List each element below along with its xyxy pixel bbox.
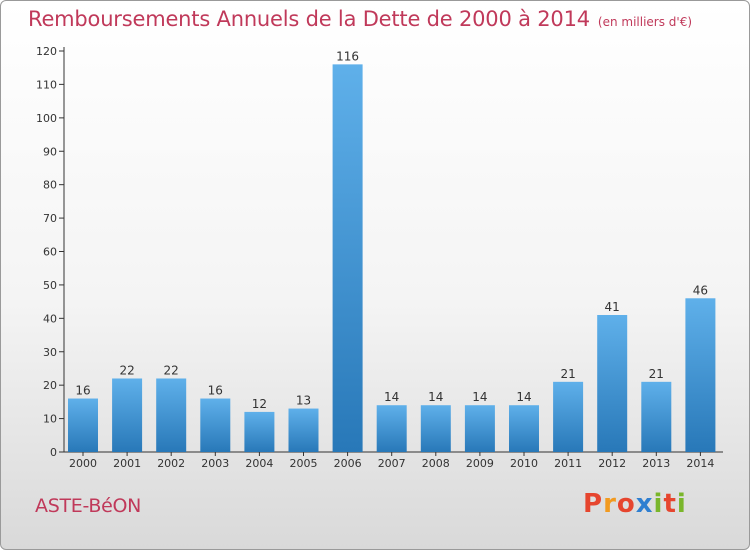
labels: 16 2000 22 2001 22 2002 16 2003 12 2004 13 2005 116 2…	[69, 49, 714, 470]
y-tick-label: 50	[43, 279, 57, 292]
bar	[376, 405, 407, 452]
data-label: 21	[649, 367, 664, 381]
x-tick-label: 2000	[69, 457, 97, 470]
data-label: 22	[119, 363, 134, 377]
y-tick-label: 10	[43, 413, 57, 426]
data-label: 14	[516, 390, 531, 404]
bar	[641, 381, 672, 452]
data-label: 14	[384, 390, 399, 404]
data-label: 21	[560, 367, 575, 381]
x-tick-label: 2008	[422, 457, 450, 470]
chart-subtitle: (en milliers d'€)	[597, 15, 693, 29]
y-tick-label: 100	[36, 112, 57, 125]
logo-letter: o	[616, 489, 636, 519]
data-label: 12	[252, 397, 267, 411]
logo-letter: t	[663, 489, 677, 519]
commune-name: ASTE-BéON	[35, 495, 142, 517]
x-tick-label: 2009	[466, 457, 494, 470]
data-label: 16	[208, 384, 223, 398]
x-tick-label: 2012	[598, 457, 626, 470]
data-label: 16	[75, 384, 90, 398]
x-tick-label: 2002	[157, 457, 185, 470]
y-tick-label: 70	[43, 212, 57, 225]
bar	[553, 381, 584, 452]
bar	[464, 405, 495, 452]
bar	[288, 408, 319, 452]
bar	[509, 405, 539, 452]
bar	[420, 405, 451, 452]
data-label: 13	[296, 394, 311, 408]
y-tick-label: 120	[36, 45, 57, 58]
proxiti-logo: Proxiti	[583, 489, 687, 519]
bar	[68, 398, 98, 452]
bar	[200, 398, 231, 452]
bar	[685, 298, 716, 452]
y-tick-label: 0	[50, 446, 57, 459]
bar	[332, 64, 363, 452]
logo-letter: i	[676, 489, 687, 519]
logo-letter: i	[653, 489, 664, 519]
x-tick-label: 2011	[554, 457, 582, 470]
x-tick-label: 2003	[201, 457, 229, 470]
data-label: 116	[336, 49, 359, 63]
y-tick-label: 30	[43, 346, 57, 359]
data-label: 22	[164, 363, 179, 377]
x-tick-label: 2014	[686, 457, 714, 470]
x-tick-label: 2004	[245, 457, 273, 470]
bar	[244, 411, 275, 452]
data-label: 46	[693, 283, 708, 297]
y-tick-label: 90	[43, 145, 57, 158]
y-tick-label: 60	[43, 246, 57, 259]
logo-letter: x	[635, 489, 654, 519]
bars	[68, 64, 716, 452]
data-label: 41	[605, 300, 620, 314]
y-tick-label: 80	[43, 179, 57, 192]
bar	[597, 314, 628, 452]
x-tick-label: 2010	[510, 457, 538, 470]
data-label: 14	[472, 390, 487, 404]
x-tick-label: 2007	[378, 457, 406, 470]
logo-letter: P	[583, 489, 604, 519]
data-label: 14	[428, 390, 443, 404]
chart-title: Remboursements Annuels de la Dette de 20…	[28, 7, 590, 31]
x-tick-label: 2006	[334, 457, 362, 470]
title-row: Remboursements Annuels de la Dette de 20…	[28, 7, 692, 31]
x-tick-label: 2001	[113, 457, 141, 470]
bar	[156, 378, 187, 452]
bar	[112, 378, 143, 452]
y-tick-label: 40	[43, 312, 57, 325]
y-tick-label: 110	[36, 78, 57, 91]
logo-letter: r	[603, 489, 617, 519]
x-tick-label: 2005	[290, 457, 318, 470]
y-tick-label: 20	[43, 379, 57, 392]
x-tick-label: 2013	[642, 457, 670, 470]
